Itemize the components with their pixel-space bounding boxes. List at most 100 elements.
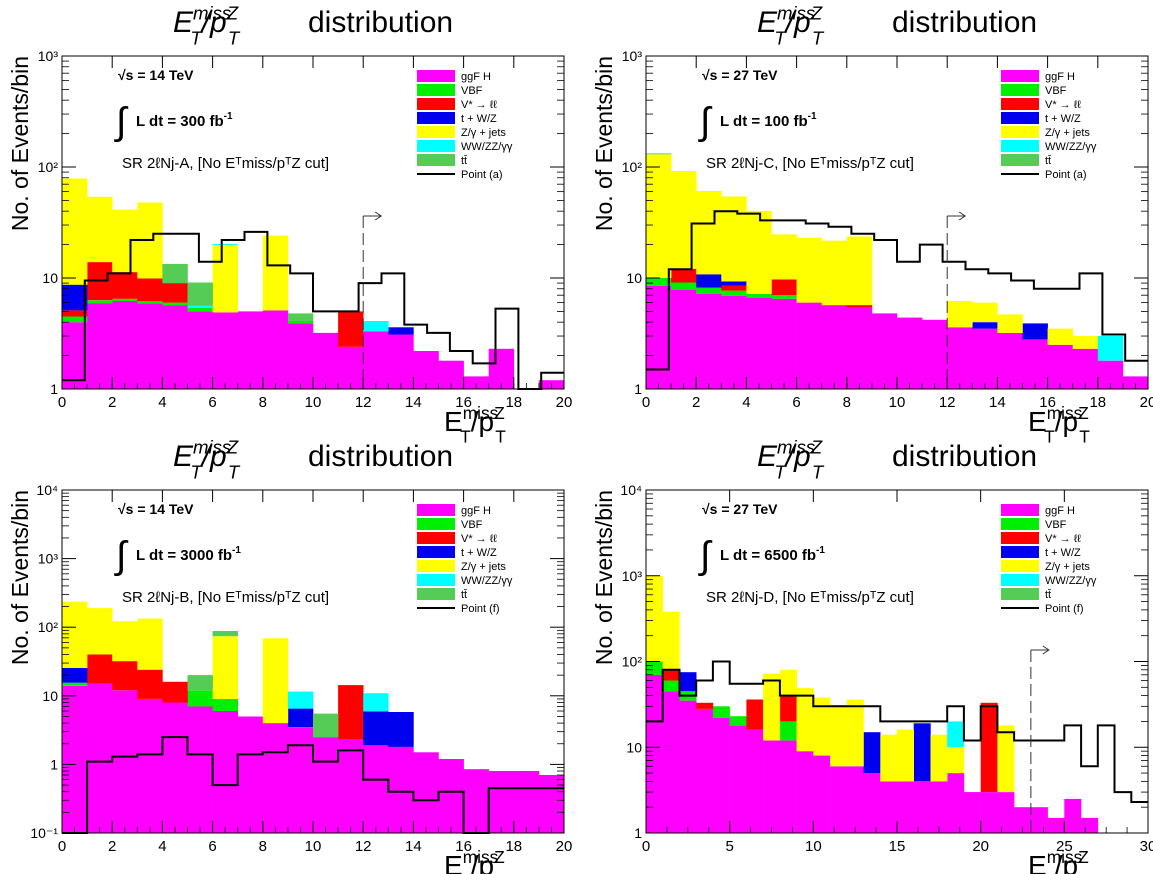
bar-ggf-h <box>1022 339 1048 389</box>
bar-ggf-h <box>771 298 797 389</box>
bar-ggf-h <box>646 285 672 389</box>
legend-swatch <box>417 70 455 82</box>
x-tick-label: 16 <box>455 838 472 855</box>
bar-tt- <box>212 631 238 637</box>
bar-t-w-z <box>287 708 314 727</box>
bar-ggf-h <box>696 293 722 389</box>
legend-label: V* → ℓℓ <box>1045 533 1081 545</box>
x-tick-label: 0 <box>642 838 650 855</box>
x-tick-label: 8 <box>843 394 851 411</box>
bar-ggf-h <box>237 311 264 389</box>
integral-sign: ∫ <box>114 535 129 577</box>
y-tick-label: 1 <box>50 756 58 772</box>
y-tick-label: 10³ <box>622 568 643 584</box>
bar-ggf-h <box>413 752 439 833</box>
legend-label: ggF H <box>461 505 491 517</box>
bar-ggf-h <box>871 313 898 389</box>
bar-z-jets <box>997 725 1015 793</box>
bar-ggf-h <box>763 740 781 833</box>
bar-ggf-h <box>237 716 264 833</box>
bar-ggf-h <box>796 302 822 389</box>
chart-title-suffix: distribution <box>892 6 1037 39</box>
chart-panel-3: 0 2 4 6 8 10 12 14 16 18 20 10⁻¹ 1 10 10² 10³ 10⁴ Emiss T/… <box>7 436 572 874</box>
bar-tt- <box>646 153 672 155</box>
bar-vbf <box>62 682 88 686</box>
legend-swatch <box>1001 518 1039 530</box>
x-tick-label: 2 <box>108 394 116 411</box>
bar-ggf-h <box>62 685 88 833</box>
x-tick-label: 5 <box>725 838 733 855</box>
bar-z-jets <box>212 244 238 313</box>
bar-ggf-h <box>796 751 814 833</box>
bar-v- <box>696 702 714 709</box>
bar-tt- <box>287 313 314 321</box>
x-tick-label: 10 <box>305 394 322 411</box>
bar-v- <box>162 681 188 703</box>
y-axis-label: No. of Events/bin <box>591 490 617 665</box>
bar-ggf-h <box>1122 376 1149 389</box>
stacked-bars <box>646 153 1149 389</box>
bar-z-jets <box>813 697 831 756</box>
bar-ggf-h <box>846 766 864 833</box>
bar-ggf-h <box>363 745 389 833</box>
x-tick-label: 18 <box>505 838 522 855</box>
bar-v- <box>771 279 797 296</box>
y-tick-label: 1 <box>634 381 642 397</box>
x-tick-label: 20 <box>556 838 573 855</box>
legend-swatch <box>1001 546 1039 558</box>
legend-label: VBF <box>461 85 483 97</box>
bar-ggf-h <box>87 303 113 389</box>
bar-z-jets <box>646 575 663 662</box>
y-tick-label: 10⁴ <box>620 482 642 498</box>
bar-t-w-z <box>62 667 88 683</box>
bar-ggf-h <box>463 376 489 389</box>
bar-ggf-h <box>513 771 540 833</box>
chart-title-suffix: distribution <box>308 6 453 39</box>
bar-t-w-z <box>913 723 931 782</box>
bar-ggf-h <box>1047 817 1065 833</box>
y-tick-label: 1 <box>50 381 58 397</box>
bar-ggf-h <box>729 725 747 833</box>
x-tick-label: 0 <box>642 394 650 411</box>
x-tick-label: 14 <box>405 838 422 855</box>
x-tick-label: 2 <box>108 838 116 855</box>
bar-vbf <box>287 321 314 324</box>
legend-label: tt̄ <box>1045 155 1051 167</box>
legend-label: WW/ZZ/γγ <box>1045 141 1097 153</box>
x-tick-label: 12 <box>939 394 956 411</box>
bar-vbf <box>771 295 797 299</box>
legend-label: Z/γ + jets <box>461 127 506 139</box>
chart-panel-4: 0 5 10 15 20 25 30 1 10 10² 10³ 10⁴ Emiss T/pZ T distri… <box>591 436 1153 874</box>
bar-ggf-h <box>897 781 914 833</box>
bar-ggf-h <box>696 708 714 833</box>
bar-ggf-h <box>388 746 414 833</box>
bar-ggf-h <box>746 298 772 389</box>
integral-sign: ∫ <box>698 535 713 577</box>
x-tick-label: 20 <box>1140 394 1153 411</box>
legend-label: Z/γ + jets <box>1045 561 1090 573</box>
legend-swatch <box>417 560 455 572</box>
bar-ww-zz- <box>287 691 314 709</box>
legend-swatch <box>1001 70 1039 82</box>
bar-vbf <box>779 721 797 741</box>
legend-label: t + W/Z <box>1045 113 1081 125</box>
x-tick-label: 20 <box>556 394 573 411</box>
bar-ggf-h <box>112 690 138 833</box>
legend-swatch <box>1001 504 1039 516</box>
legend-swatch <box>1001 588 1039 600</box>
bar-vbf <box>162 302 188 306</box>
bar-vbf <box>112 298 138 302</box>
bar-z-jets <box>846 236 873 306</box>
x-tick-label: 18 <box>505 394 522 411</box>
bar-v- <box>112 661 138 691</box>
bar-ggf-h <box>438 759 464 833</box>
bar-v- <box>671 268 697 283</box>
legend-label: tt̄ <box>461 155 467 167</box>
bar-ggf-h <box>413 351 439 389</box>
bar-z-jets <box>947 301 973 328</box>
legend-swatch <box>1001 574 1039 586</box>
bar-ggf-h <box>162 305 188 389</box>
legend-swatch <box>417 532 455 544</box>
